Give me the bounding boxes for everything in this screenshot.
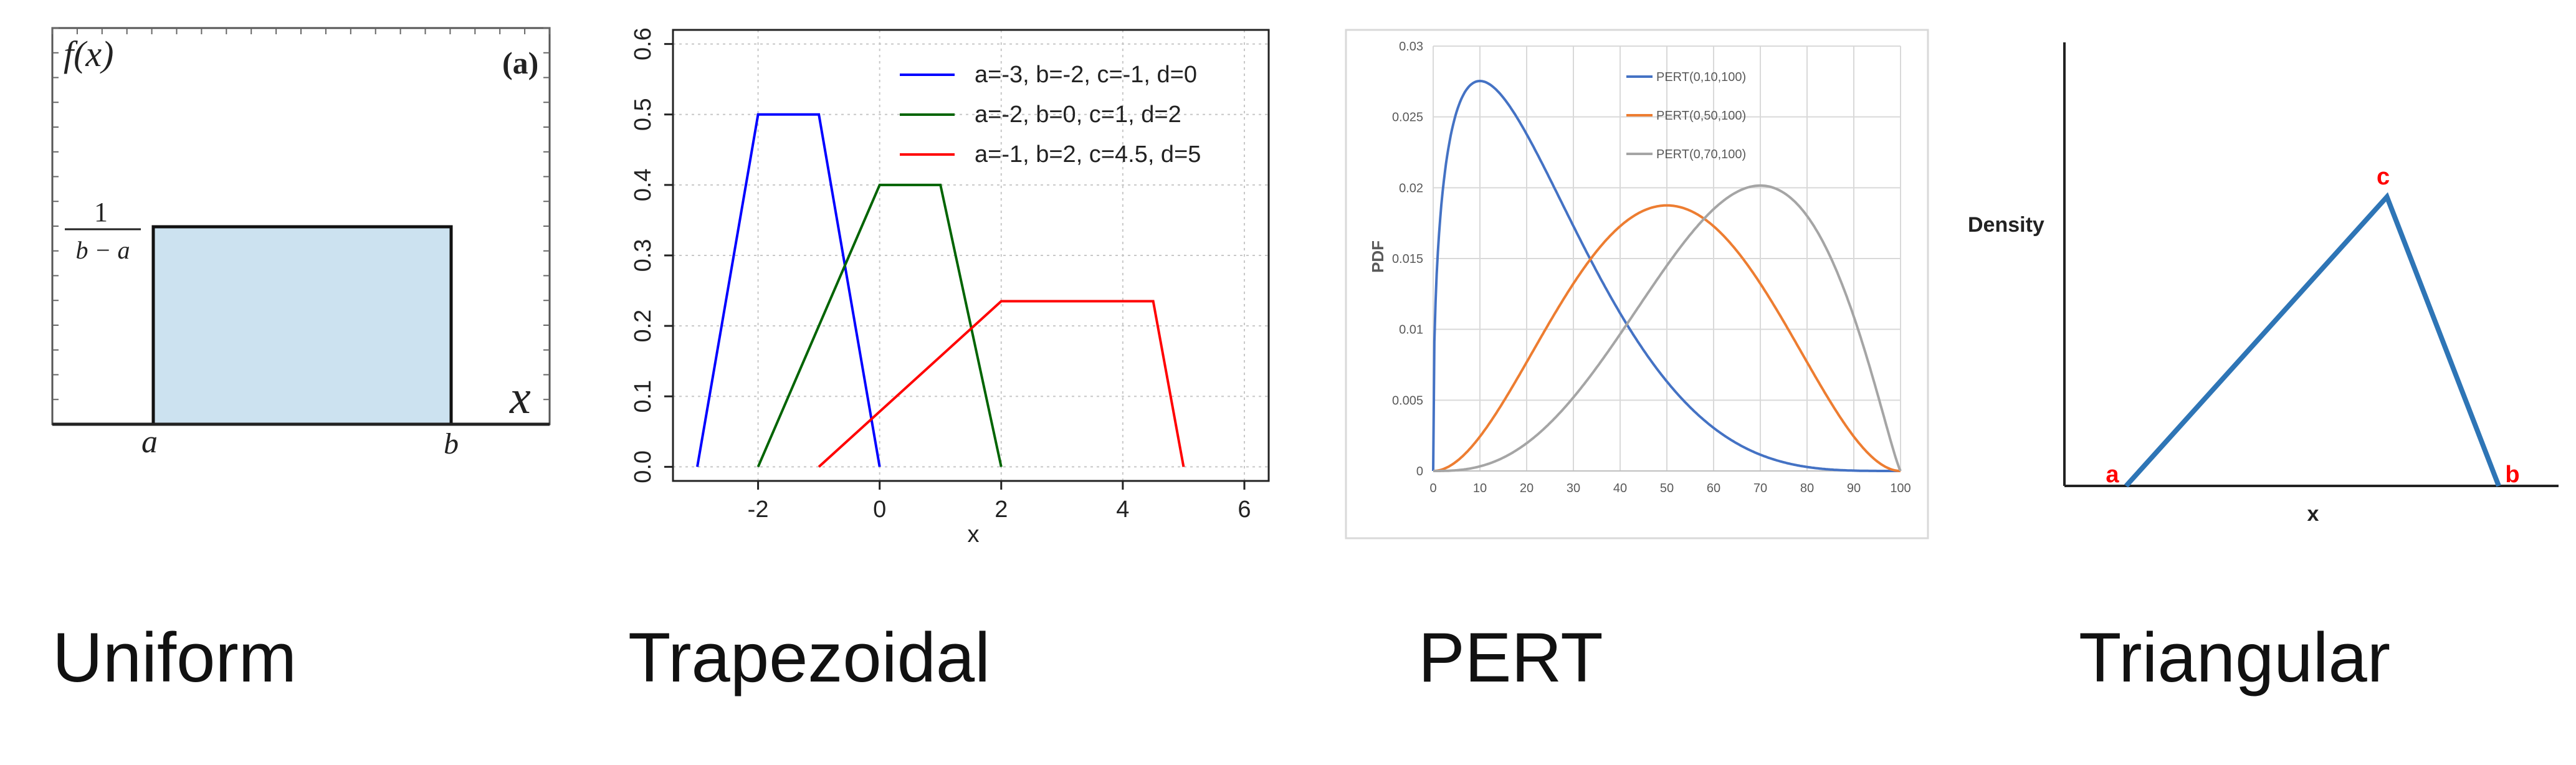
- trapezoidal-x-tick-label: 2: [995, 497, 1008, 523]
- triangular-series: [2124, 192, 2501, 488]
- trapezoidal-x-label: x: [968, 521, 980, 548]
- trapezoidal-panel: -2 0 2 4 6 0.0 0.1 0.2 0.3 0.4 0.5 0.6 a=-3, b=-2, …: [592, 0, 1302, 611]
- pert-legend-label-1: PERT(0,10,100): [1656, 70, 1746, 84]
- trapezoidal-series-line-3: [818, 300, 1185, 468]
- pert-x-tick-label: 20: [1520, 482, 1534, 495]
- triangular-point-label-c: c: [2377, 164, 2390, 190]
- trapezoidal-legend-label-1: a=-3, b=-2, c=-1, d=0: [975, 62, 1197, 88]
- pert-series-line-3: [1433, 184, 1902, 472]
- trapezoidal-legend: a=-3, b=-2, c=-1, d=0 a=-2, b=0, c=1, d=2…: [900, 62, 1201, 168]
- trapezoidal-chart: -2 0 2 4 6 0.0 0.1 0.2 0.3 0.4 0.5 0.6 a=-3, b=-2, …: [630, 27, 1270, 548]
- uniform-height-denominator: b − a: [76, 236, 130, 264]
- pert-x-tick-label: 30: [1567, 482, 1580, 495]
- pert-y-tick-label: 0.03: [1399, 40, 1423, 54]
- triangular-x-label: x: [2307, 502, 2319, 526]
- trapezoidal-y-tick-label: 0.2: [630, 310, 656, 343]
- trapezoidal-y-tick-label: 0.1: [630, 380, 656, 413]
- pert-axes: 0 10 20 30 40 50 60 70 80 90 100 0 0.005 0.01 0.015 0.0…: [1392, 40, 1911, 495]
- pert-panel: 0 10 20 30 40 50 60 70 80 90 100 0 0.005 0.01 0.015 0.0…: [1340, 0, 1938, 611]
- pert-legend: PERT(0,10,100) PERT(0,50,100) PERT(0,70,10…: [1626, 70, 1746, 161]
- pert-x-tick-label: 80: [1800, 482, 1814, 495]
- pert-chart: 0 10 20 30 40 50 60 70 80 90 100 0 0.005 0.01 0.015 0.0…: [1345, 29, 1929, 539]
- uniform-tick-a: a: [141, 424, 158, 460]
- uniform-chart: f(x) (a) 1 b − a x a b: [51, 27, 551, 460]
- trapezoidal-y-tick-label: 0.4: [630, 168, 656, 201]
- triangular-point-label-a: a: [2106, 462, 2119, 488]
- trapezoidal-x-tick-label: -2: [748, 497, 769, 523]
- pert-x-tick-label: 90: [1847, 482, 1861, 495]
- pert-y-tick-label: 0.005: [1392, 394, 1423, 407]
- triangular-caption: Triangular: [2079, 619, 2391, 696]
- pert-y-tick-label: 0.01: [1399, 323, 1423, 337]
- trapezoidal-y-tick-label: 0.0: [630, 450, 656, 483]
- trapezoidal-y-tick-label: 0.6: [630, 27, 656, 60]
- triangular-panel: Density x a b c: [1957, 0, 2576, 611]
- pert-x-tick-label: 100: [1890, 482, 1911, 495]
- triangular-point-label-b: b: [2505, 462, 2519, 488]
- trapezoidal-grid: [673, 30, 1269, 481]
- pert-x-tick-label: 50: [1660, 482, 1674, 495]
- uniform-tick-b: b: [444, 427, 459, 460]
- triangular-y-label: Density: [1968, 213, 2044, 237]
- trapezoidal-legend-label-3: a=-1, b=2, c=4.5, d=5: [975, 141, 1201, 168]
- triangular-chart: Density x a b c: [1968, 42, 2559, 526]
- trapezoidal-caption: Trapezoidal: [628, 619, 991, 696]
- pert-legend-label-2: PERT(0,50,100): [1656, 109, 1746, 123]
- trapezoidal-series-line-1: [696, 113, 881, 467]
- trapezoidal-y-tick-label: 0.3: [630, 239, 656, 272]
- trapezoidal-x-tick-label: 0: [873, 497, 886, 523]
- trapezoidal-x-tick-label: 6: [1238, 497, 1251, 523]
- uniform-caption: Uniform: [52, 619, 297, 696]
- trapezoidal-legend-label-2: a=-2, b=0, c=1, d=2: [975, 102, 1181, 128]
- pert-y-label: PDF: [1368, 240, 1387, 273]
- pert-y-tick-label: 0.015: [1392, 252, 1423, 266]
- trapezoidal-x-tick-label: 4: [1116, 497, 1129, 523]
- uniform-panel-label: (a): [502, 45, 538, 80]
- pert-y-tick-label: 0.02: [1399, 181, 1423, 195]
- pert-x-tick-label: 0: [1429, 482, 1436, 495]
- pert-series: [1432, 79, 1902, 472]
- pert-series-line-2: [1433, 204, 1901, 472]
- pert-series-line-1: [1432, 79, 1901, 472]
- pert-x-tick-label: 40: [1613, 482, 1627, 495]
- uniform-frame-ticks: [52, 27, 550, 425]
- pert-x-tick-label: 60: [1707, 482, 1720, 495]
- uniform-height-numerator: 1: [94, 197, 108, 227]
- trapezoidal-y-tick-label: 0.5: [630, 98, 656, 131]
- trapezoidal-axes: -2 0 2 4 6 0.0 0.1 0.2 0.3 0.4 0.5 0.6: [630, 27, 1270, 523]
- pert-x-tick-label: 70: [1753, 482, 1767, 495]
- pert-legend-label-3: PERT(0,70,100): [1656, 148, 1746, 161]
- trapezoidal-series: [696, 113, 1185, 468]
- uniform-x-label: x: [509, 371, 531, 424]
- trapezoidal-series-line-2: [756, 183, 1003, 468]
- pert-x-tick-label: 10: [1473, 482, 1487, 495]
- pert-y-tick-label: 0: [1416, 465, 1423, 478]
- triangular-density-line: [2124, 192, 2501, 488]
- pert-y-tick-label: 0.025: [1392, 111, 1423, 125]
- uniform-y-label: f(x): [64, 34, 114, 74]
- pert-caption: PERT: [1418, 619, 1603, 696]
- uniform-density-area: [151, 225, 453, 426]
- uniform-panel: f(x) (a) 1 b − a x a b: [0, 0, 580, 611]
